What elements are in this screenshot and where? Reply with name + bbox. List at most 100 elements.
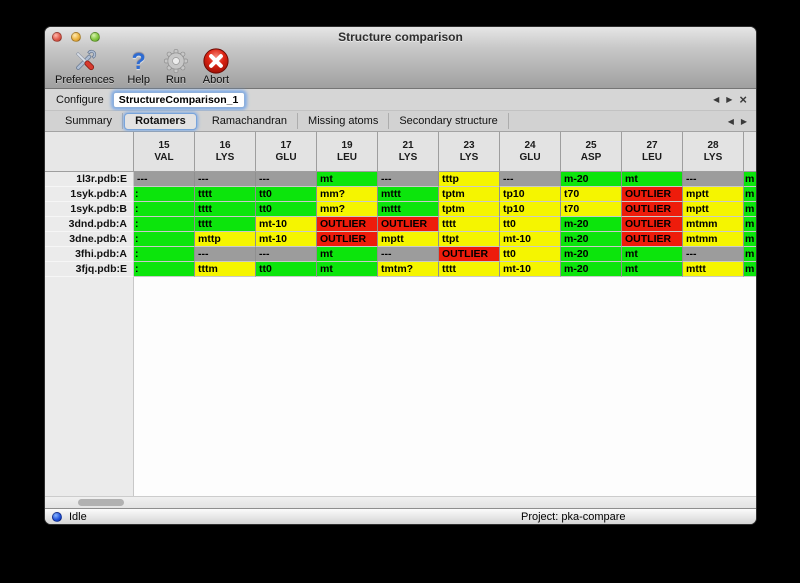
rotamer-cell[interactable]: mt bbox=[622, 262, 683, 277]
rotamer-cell[interactable]: --- bbox=[256, 172, 317, 187]
rotamer-cell[interactable]: ttpt bbox=[439, 232, 500, 247]
title-bar[interactable]: Structure comparison bbox=[45, 27, 756, 47]
rotamer-cell[interactable]: tttt bbox=[439, 217, 500, 232]
run-button[interactable]: Run bbox=[163, 47, 189, 86]
rotamer-cell[interactable]: mt bbox=[622, 247, 683, 262]
rotamer-cell[interactable]: m-20 bbox=[561, 247, 622, 262]
prev-configure-icon[interactable]: ◀ bbox=[713, 95, 720, 104]
rotamer-cell[interactable]: mptt bbox=[683, 187, 744, 202]
horizontal-scrollbar-thumb[interactable] bbox=[78, 499, 124, 506]
rotamer-cell-partial[interactable]: m bbox=[744, 187, 756, 202]
column-header[interactable]: 21 LYS bbox=[378, 132, 439, 172]
rotamer-cell[interactable]: OUTLIER bbox=[378, 217, 439, 232]
rotamer-cell[interactable]: tttt bbox=[195, 187, 256, 202]
rotamer-cell[interactable]: OUTLIER bbox=[439, 247, 500, 262]
rotamer-cell[interactable]: tt0 bbox=[256, 262, 317, 277]
rotamer-cell[interactable]: tttt bbox=[439, 262, 500, 277]
tab-ramachandran[interactable]: Ramachandran bbox=[202, 113, 299, 129]
rotamer-cell[interactable]: mt-10 bbox=[256, 232, 317, 247]
rotamer-cell[interactable]: tt0 bbox=[256, 187, 317, 202]
rotamer-cell[interactable]: t70 bbox=[561, 202, 622, 217]
configure-name-input[interactable]: StructureComparison_1 bbox=[112, 91, 245, 108]
rotamer-cell[interactable]: mt bbox=[622, 172, 683, 187]
rotamer-cell[interactable]: tt0 bbox=[500, 217, 561, 232]
rotamer-cell[interactable]: tp10 bbox=[500, 202, 561, 217]
rotamer-cell[interactable]: tmtm? bbox=[378, 262, 439, 277]
rotamer-cell[interactable]: m-20 bbox=[561, 217, 622, 232]
rotamer-cell[interactable]: : bbox=[134, 187, 195, 202]
rotamer-cell[interactable]: : bbox=[134, 247, 195, 262]
rotamer-cell[interactable]: mt-10 bbox=[500, 262, 561, 277]
column-header[interactable]: 17 GLU bbox=[256, 132, 317, 172]
rotamer-cell[interactable]: OUTLIER bbox=[317, 217, 378, 232]
rotamer-cell[interactable]: m-20 bbox=[561, 262, 622, 277]
next-configure-icon[interactable]: ▶ bbox=[726, 95, 733, 104]
rotamer-cell[interactable]: OUTLIER bbox=[622, 232, 683, 247]
column-header[interactable]: 23 LYS bbox=[439, 132, 500, 172]
scroll-tabs-left-icon[interactable]: ◀ bbox=[727, 116, 734, 126]
rotamer-cell[interactable]: mttt bbox=[378, 202, 439, 217]
minimize-window-button[interactable] bbox=[71, 32, 81, 42]
rotamer-cell[interactable]: OUTLIER bbox=[622, 202, 683, 217]
rotamer-cell[interactable]: : bbox=[134, 232, 195, 247]
rotamer-cell[interactable]: tt0 bbox=[256, 202, 317, 217]
column-header[interactable]: 24 GLU bbox=[500, 132, 561, 172]
rotamer-cell[interactable]: mt bbox=[317, 247, 378, 262]
rotamer-cell[interactable]: mttt bbox=[378, 187, 439, 202]
rotamer-cell[interactable]: mttp bbox=[195, 232, 256, 247]
scroll-tabs-right-icon[interactable]: ▶ bbox=[740, 116, 747, 126]
rotamer-cell[interactable]: tttm bbox=[195, 262, 256, 277]
rotamer-cell[interactable]: mt bbox=[317, 262, 378, 277]
rotamer-cell[interactable]: --- bbox=[195, 172, 256, 187]
rotamer-cell[interactable]: mptt bbox=[378, 232, 439, 247]
column-header[interactable]: 15 VAL bbox=[134, 132, 195, 172]
rotamer-cell[interactable]: --- bbox=[195, 247, 256, 262]
rotamer-cell[interactable]: tttt bbox=[195, 202, 256, 217]
rotamer-cell[interactable]: mtmm bbox=[683, 232, 744, 247]
rotamer-cell[interactable]: mm? bbox=[317, 202, 378, 217]
rotamer-cell-partial[interactable]: m bbox=[744, 217, 756, 232]
rotamer-cell[interactable]: tt0 bbox=[500, 247, 561, 262]
abort-button[interactable]: Abort bbox=[202, 47, 230, 86]
zoom-window-button[interactable] bbox=[90, 32, 100, 42]
rotamer-cell[interactable]: --- bbox=[134, 172, 195, 187]
rotamer-cell[interactable]: mptt bbox=[683, 202, 744, 217]
column-header[interactable]: 28 LYS bbox=[683, 132, 744, 172]
rotamer-cell[interactable]: tptm bbox=[439, 187, 500, 202]
preferences-button[interactable]: Preferences bbox=[55, 47, 114, 86]
tab-missing-atoms[interactable]: Missing atoms bbox=[298, 113, 390, 129]
rotamer-cell[interactable]: OUTLIER bbox=[622, 187, 683, 202]
rotamer-cell[interactable]: --- bbox=[683, 247, 744, 262]
close-window-button[interactable] bbox=[52, 32, 62, 42]
rotamer-cell[interactable]: mt-10 bbox=[500, 232, 561, 247]
rotamer-cell-partial[interactable]: m bbox=[744, 202, 756, 217]
close-configure-icon[interactable]: × bbox=[739, 91, 747, 107]
rotamer-cell[interactable]: mm? bbox=[317, 187, 378, 202]
rotamer-cell-partial[interactable]: m bbox=[744, 247, 756, 262]
rotamer-cell[interactable]: --- bbox=[378, 172, 439, 187]
horizontal-scrollbar[interactable] bbox=[45, 496, 756, 508]
rotamer-cell[interactable]: mttt bbox=[683, 262, 744, 277]
column-header[interactable]: 25 ASP bbox=[561, 132, 622, 172]
rotamer-cell[interactable]: tp10 bbox=[500, 187, 561, 202]
column-header[interactable]: 16 LYS bbox=[195, 132, 256, 172]
rotamer-cell[interactable]: mtmm bbox=[683, 217, 744, 232]
column-header[interactable]: 19 LEU bbox=[317, 132, 378, 172]
rotamer-cell[interactable]: t70 bbox=[561, 187, 622, 202]
rotamer-cell[interactable]: --- bbox=[683, 172, 744, 187]
rotamer-cell[interactable]: : bbox=[134, 217, 195, 232]
rotamer-cell[interactable]: tttt bbox=[195, 217, 256, 232]
rotamer-cell[interactable]: --- bbox=[500, 172, 561, 187]
rotamer-cell[interactable]: OUTLIER bbox=[317, 232, 378, 247]
rotamer-cell[interactable]: mt bbox=[317, 172, 378, 187]
tab-secondary-structure[interactable]: Secondary structure bbox=[389, 113, 509, 129]
tab-summary[interactable]: Summary bbox=[55, 113, 124, 129]
rotamer-cell[interactable]: tttp bbox=[439, 172, 500, 187]
rotamer-cell[interactable]: OUTLIER bbox=[622, 217, 683, 232]
rotamer-cell[interactable]: m-20 bbox=[561, 232, 622, 247]
rotamer-cell[interactable]: --- bbox=[256, 247, 317, 262]
rotamer-cell[interactable]: : bbox=[134, 262, 195, 277]
rotamer-cell[interactable]: m-20 bbox=[561, 172, 622, 187]
rotamer-cell[interactable]: --- bbox=[378, 247, 439, 262]
rotamer-cell[interactable]: tptm bbox=[439, 202, 500, 217]
